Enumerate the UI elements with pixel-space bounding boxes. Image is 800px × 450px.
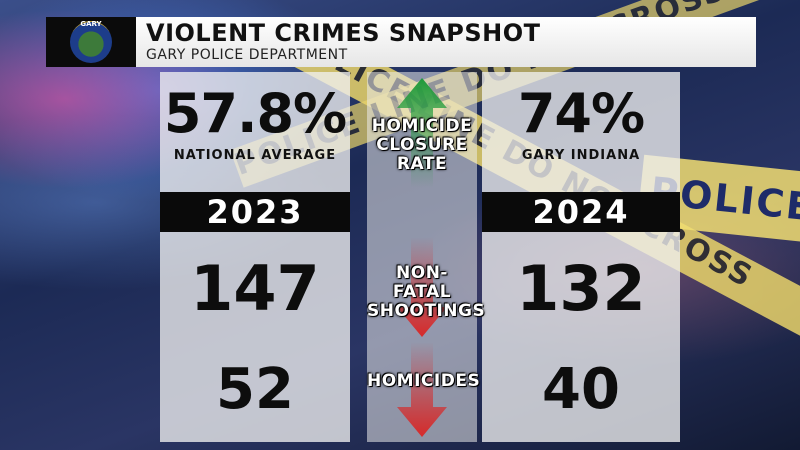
left-panel-2023: 57.8% NATIONAL AVERAGE 2023 147 52: [160, 72, 350, 442]
right-panel-2024: 74% GARY INDIANA 2024 132 40: [482, 72, 680, 442]
middle-panel: HOMICIDE CLOSURE RATE NON-FATAL SHOOTING…: [367, 72, 486, 442]
year-2023-label: 2023: [160, 192, 350, 232]
shootings-2023-value: 147: [190, 252, 320, 325]
shootings-label-line2: SHOOTINGS: [367, 301, 486, 321]
up-arrow-icon: [397, 78, 447, 188]
down-arrow-icon: [397, 342, 447, 437]
closure-label-line1: HOMICIDE: [371, 116, 473, 136]
closure-label-line2: CLOSURE RATE: [376, 135, 468, 174]
page-title: VIOLENT CRIMES SNAPSHOT: [146, 19, 541, 47]
national-average-percent: 57.8%: [163, 82, 347, 145]
year-2024-label: 2024: [482, 192, 680, 232]
shootings-2024-value: 132: [516, 252, 646, 325]
homicides-2024-value: 40: [542, 357, 620, 422]
shootings-label: NON-FATAL SHOOTINGS: [367, 263, 486, 321]
header-banner: GARY VIOLENT CRIMES SNAPSHOT GARY POLICE…: [46, 17, 756, 67]
police-badge-icon: GARY: [70, 20, 112, 63]
gary-percent: 74%: [517, 82, 645, 145]
gary-caption: GARY INDIANA: [521, 148, 641, 163]
shootings-label-line1: NON-FATAL: [392, 263, 452, 302]
homicides-label: HOMICIDES: [367, 371, 481, 391]
down-arrow-icon: [397, 237, 447, 337]
logo-box: GARY: [46, 17, 136, 67]
national-average-caption: NATIONAL AVERAGE: [173, 148, 337, 163]
badge-text: GARY: [80, 20, 102, 28]
homicides-2023-value: 52: [216, 357, 294, 422]
closure-rate-label: HOMICIDE CLOSURE RATE: [367, 117, 477, 174]
page-subtitle: GARY POLICE DEPARTMENT: [146, 47, 348, 63]
